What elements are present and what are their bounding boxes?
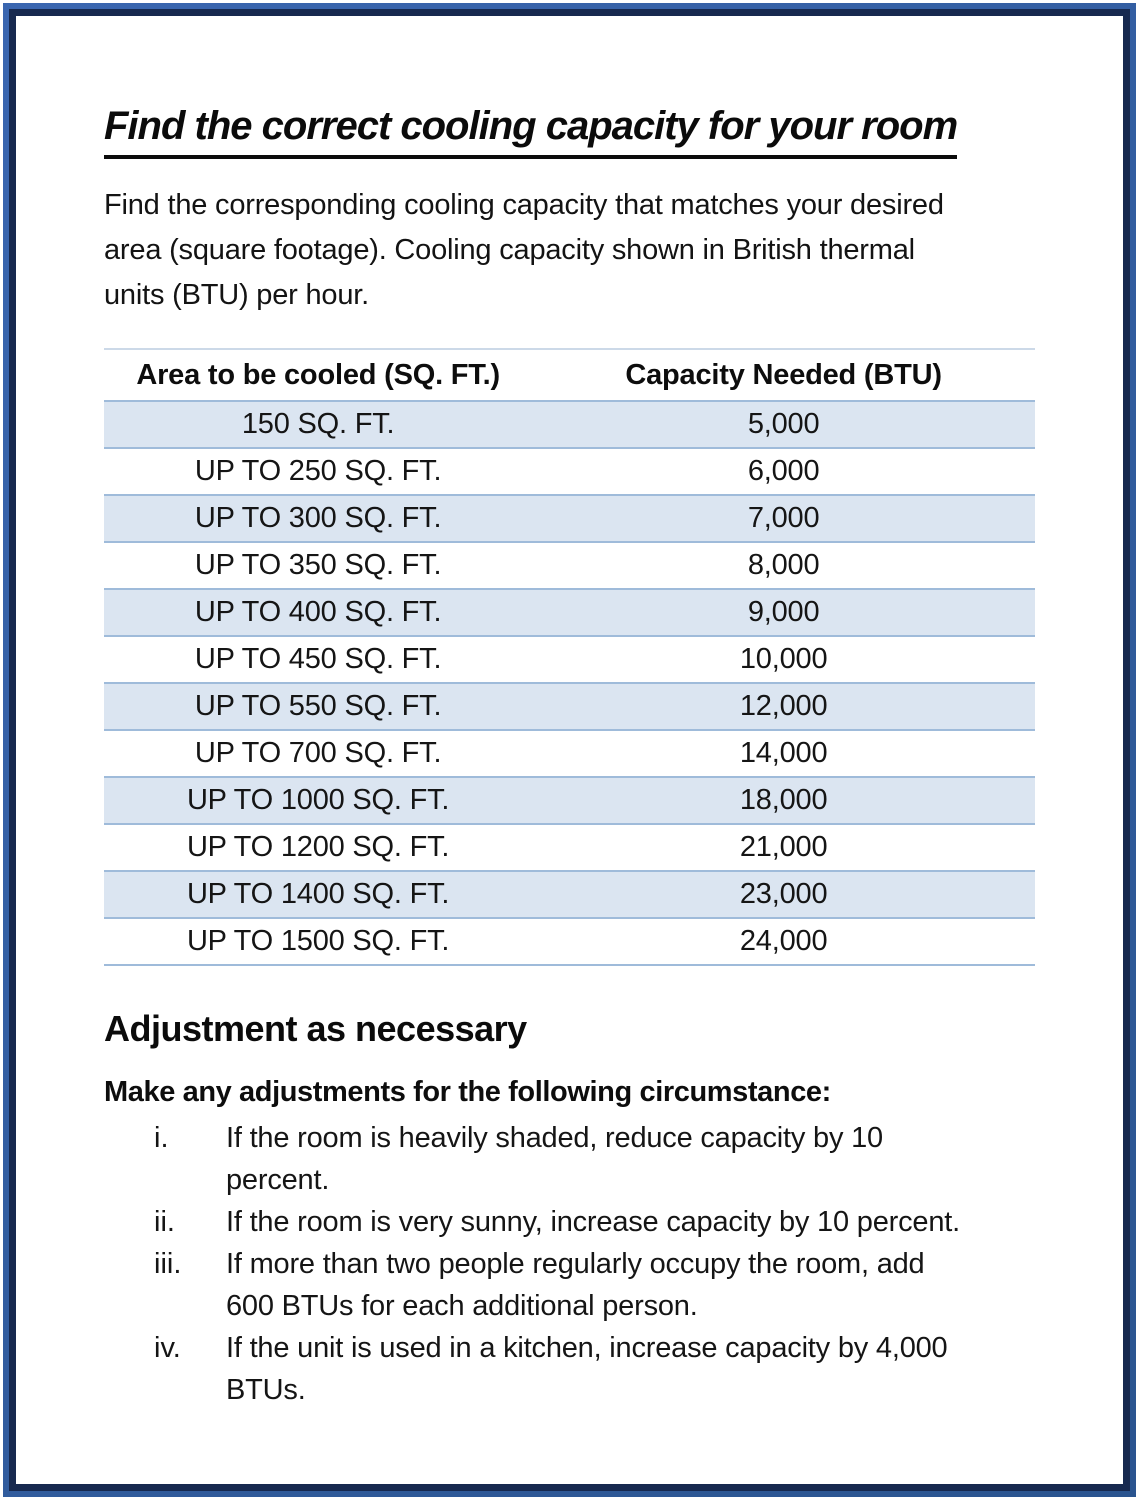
area-cell: UP TO 450 SQ. FT. (104, 636, 533, 684)
table-row: UP TO 700 SQ. FT. 14,000 (104, 730, 1035, 778)
table-row: UP TO 1400 SQ. FT. 23,000 (104, 871, 1035, 919)
adjustment-lead: Make any adjustments for the following c… (104, 1076, 831, 1108)
page-frame-navy-border: Find the correct cooling capacity for yo… (9, 9, 1130, 1491)
capacity-cell: 10,000 (532, 636, 1035, 684)
capacity-cell: 18,000 (532, 777, 1035, 825)
capacity-cell: 5,000 (532, 401, 1035, 449)
capacity-cell: 7,000 (532, 495, 1035, 543)
table-row: UP TO 250 SQ. FT. 6,000 (104, 448, 1035, 496)
table-row: 150 SQ. FT. 5,000 (104, 401, 1035, 449)
list-item: iv. If the unit is used in a kitchen, in… (154, 1327, 1025, 1411)
list-item: i. If the room is heavily shaded, reduce… (154, 1117, 1025, 1201)
table-row: UP TO 1200 SQ. FT. 21,000 (104, 824, 1035, 872)
list-marker: iv. (154, 1332, 181, 1364)
cooling-capacity-table: Area to be cooled (SQ. FT.) Capacity Nee… (104, 348, 1035, 966)
capacity-cell: 23,000 (532, 871, 1035, 919)
column-header-capacity: Capacity Needed (BTU) (532, 348, 1035, 402)
list-item-text: If the room is very sunny, increase capa… (226, 1206, 960, 1238)
table-row: UP TO 1000 SQ. FT. 18,000 (104, 777, 1035, 825)
table-row: UP TO 1500 SQ. FT. 24,000 (104, 918, 1035, 966)
area-cell: UP TO 250 SQ. FT. (104, 448, 533, 496)
list-item: iii. If more than two people regularly o… (154, 1243, 1025, 1327)
adjustment-list: i. If the room is heavily shaded, reduce… (154, 1117, 1025, 1411)
table-row: UP TO 550 SQ. FT. 12,000 (104, 683, 1035, 731)
area-cell: UP TO 400 SQ. FT. (104, 589, 533, 637)
capacity-cell: 12,000 (532, 683, 1035, 731)
area-cell: UP TO 700 SQ. FT. (104, 730, 533, 778)
adjustment-heading: Adjustment as necessary (104, 1008, 527, 1049)
area-cell: UP TO 1200 SQ. FT. (104, 824, 533, 872)
capacity-cell: 8,000 (532, 542, 1035, 590)
intro-paragraph: Find the corresponding cooling capacity … (104, 189, 944, 311)
list-marker: iii. (154, 1248, 182, 1280)
table-row: UP TO 400 SQ. FT. 9,000 (104, 589, 1035, 637)
area-cell: UP TO 300 SQ. FT. (104, 495, 533, 543)
capacity-cell: 21,000 (532, 824, 1035, 872)
capacity-cell: 6,000 (532, 448, 1035, 496)
column-header-area: Area to be cooled (SQ. FT.) (104, 348, 533, 402)
area-cell: UP TO 1400 SQ. FT. (104, 871, 533, 919)
page-title: Find the correct cooling capacity for yo… (104, 104, 958, 159)
list-item: ii. If the room is very sunny, increase … (154, 1201, 1025, 1243)
area-cell: UP TO 350 SQ. FT. (104, 542, 533, 590)
table-row: UP TO 450 SQ. FT. 10,000 (104, 636, 1035, 684)
list-marker: ii. (154, 1206, 175, 1238)
list-item-text: If more than two people regularly occupy… (226, 1248, 925, 1322)
table-header-row: Area to be cooled (SQ. FT.) Capacity Nee… (104, 348, 1035, 402)
table-row: UP TO 300 SQ. FT. 7,000 (104, 495, 1035, 543)
capacity-cell: 9,000 (532, 589, 1035, 637)
area-cell: 150 SQ. FT. (104, 401, 533, 449)
area-cell: UP TO 1500 SQ. FT. (104, 918, 533, 966)
list-marker: i. (154, 1122, 169, 1154)
page-frame-blue-border: Find the correct cooling capacity for yo… (3, 3, 1136, 1497)
area-cell: UP TO 1000 SQ. FT. (104, 777, 533, 825)
capacity-cell: 14,000 (532, 730, 1035, 778)
capacity-cell: 24,000 (532, 918, 1035, 966)
area-cell: UP TO 550 SQ. FT. (104, 683, 533, 731)
table-row: UP TO 350 SQ. FT. 8,000 (104, 542, 1035, 590)
list-item-text: If the room is heavily shaded, reduce ca… (226, 1122, 883, 1196)
document-content: Find the correct cooling capacity for yo… (16, 104, 1123, 1411)
list-item-text: If the unit is used in a kitchen, increa… (226, 1332, 948, 1406)
document-page: Find the correct cooling capacity for yo… (16, 16, 1123, 1484)
